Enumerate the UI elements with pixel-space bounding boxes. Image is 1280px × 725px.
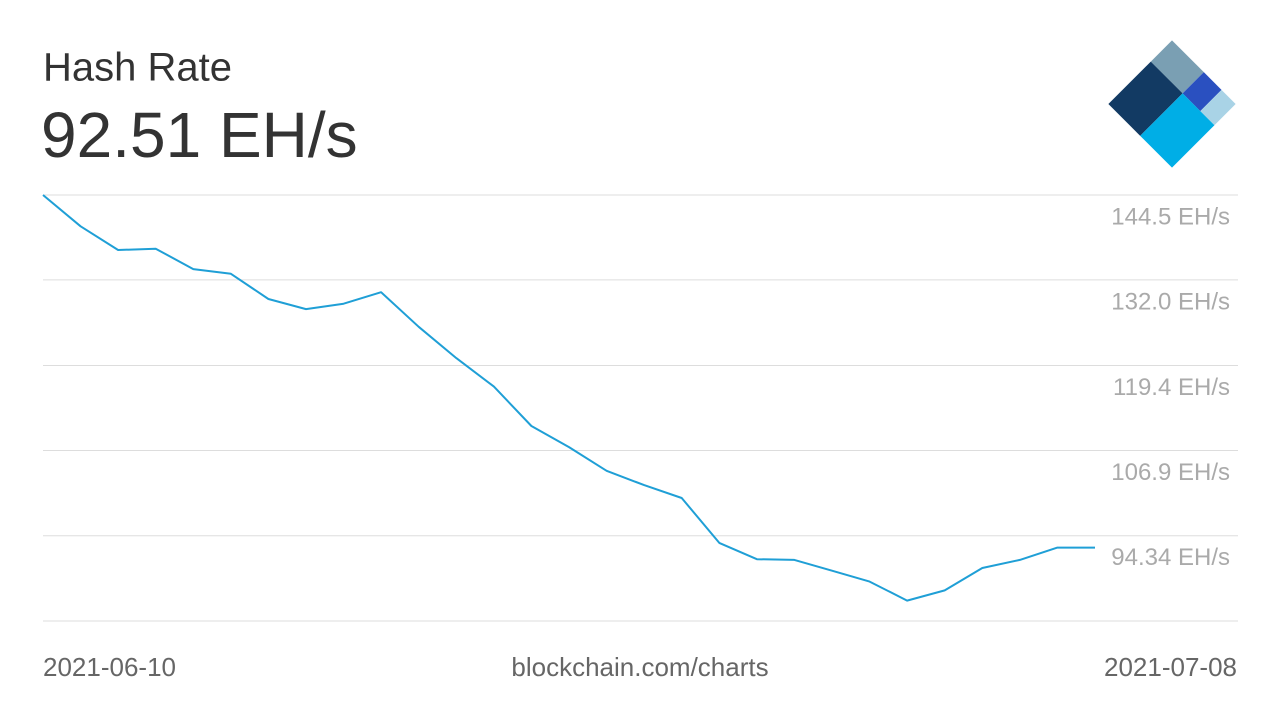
y-tick-label: 94.34 EH/s [1111,544,1230,571]
data-line [42,194,1095,602]
logo-piece [1150,40,1204,94]
x-end-label: 2021-07-08 [1104,652,1237,682]
y-tick-label: 144.5 EH/s [1111,203,1230,230]
y-tick-label: 119.4 EH/s [1113,374,1230,401]
source: blockchain.com/charts [511,652,768,682]
x-start-label: 2021-06-10 [43,652,176,682]
logo-piece [1108,61,1183,136]
logo [1108,40,1236,168]
logo-piece [1200,89,1236,126]
current-value: 92.51 EH/s [41,99,358,171]
logo-piece [1182,72,1222,112]
chart-title: Hash Rate [43,46,232,90]
y-tick-label: 106.9 EH/s [1111,459,1230,486]
logo-piece [1140,93,1215,168]
y-tick-label: 132.0 EH/s [1111,288,1230,315]
